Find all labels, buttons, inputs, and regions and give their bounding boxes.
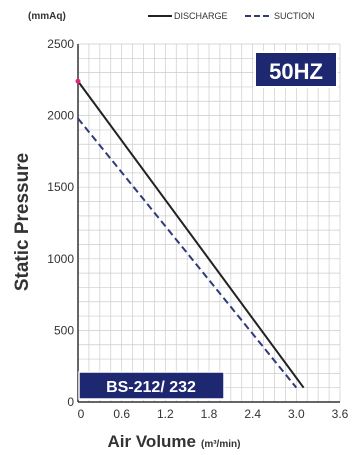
y-tick-label: 1500	[47, 180, 74, 194]
y-tick-label: 1000	[47, 252, 74, 266]
y-tick-label: 500	[54, 323, 74, 337]
frequency-badge: 50HZ	[254, 51, 338, 88]
x-tick-label: 0.6	[113, 407, 130, 421]
model-badge-label: BS-212/ 232	[106, 379, 196, 396]
y-axis-title: Static Pressure	[12, 153, 33, 291]
x-axis-unit: (m³/min)	[201, 439, 240, 450]
x-tick-label: 1.2	[157, 407, 174, 421]
series-line-suction	[77, 117, 298, 389]
x-tick-labels: 0 0.6 1.2 1.8 2.4 3.0 3.6	[78, 407, 349, 421]
axes	[77, 44, 340, 403]
legend-suction-label: SUCTION	[274, 11, 315, 21]
grid	[77, 43, 341, 403]
discharge-start-point	[75, 78, 81, 84]
frequency-badge-label: 50HZ	[269, 59, 323, 84]
legend: DISCHARGE SUCTION	[148, 11, 315, 21]
y-tick-label: 2500	[47, 37, 74, 51]
x-axis-title: Air Volume	[108, 432, 196, 451]
y-tick-label: 2000	[47, 109, 74, 123]
series-line-discharge	[77, 80, 305, 389]
series-group	[75, 78, 305, 389]
x-tick-label: 3.0	[288, 407, 305, 421]
x-tick-label: 0	[78, 407, 85, 421]
model-badge-box	[78, 371, 225, 400]
y-unit-label: (mmAq)	[28, 11, 66, 22]
x-tick-label: 2.4	[244, 407, 261, 421]
model-badge: BS-212/ 232	[78, 371, 225, 400]
y-tick-label: 0	[67, 395, 74, 409]
legend-discharge-label: DISCHARGE	[174, 11, 228, 21]
y-tick-labels: 0 500 1000 1500 2000 2500	[47, 37, 74, 409]
frequency-badge-box	[254, 51, 338, 88]
x-tick-label: 3.6	[332, 407, 349, 421]
x-tick-label: 1.8	[201, 407, 218, 421]
